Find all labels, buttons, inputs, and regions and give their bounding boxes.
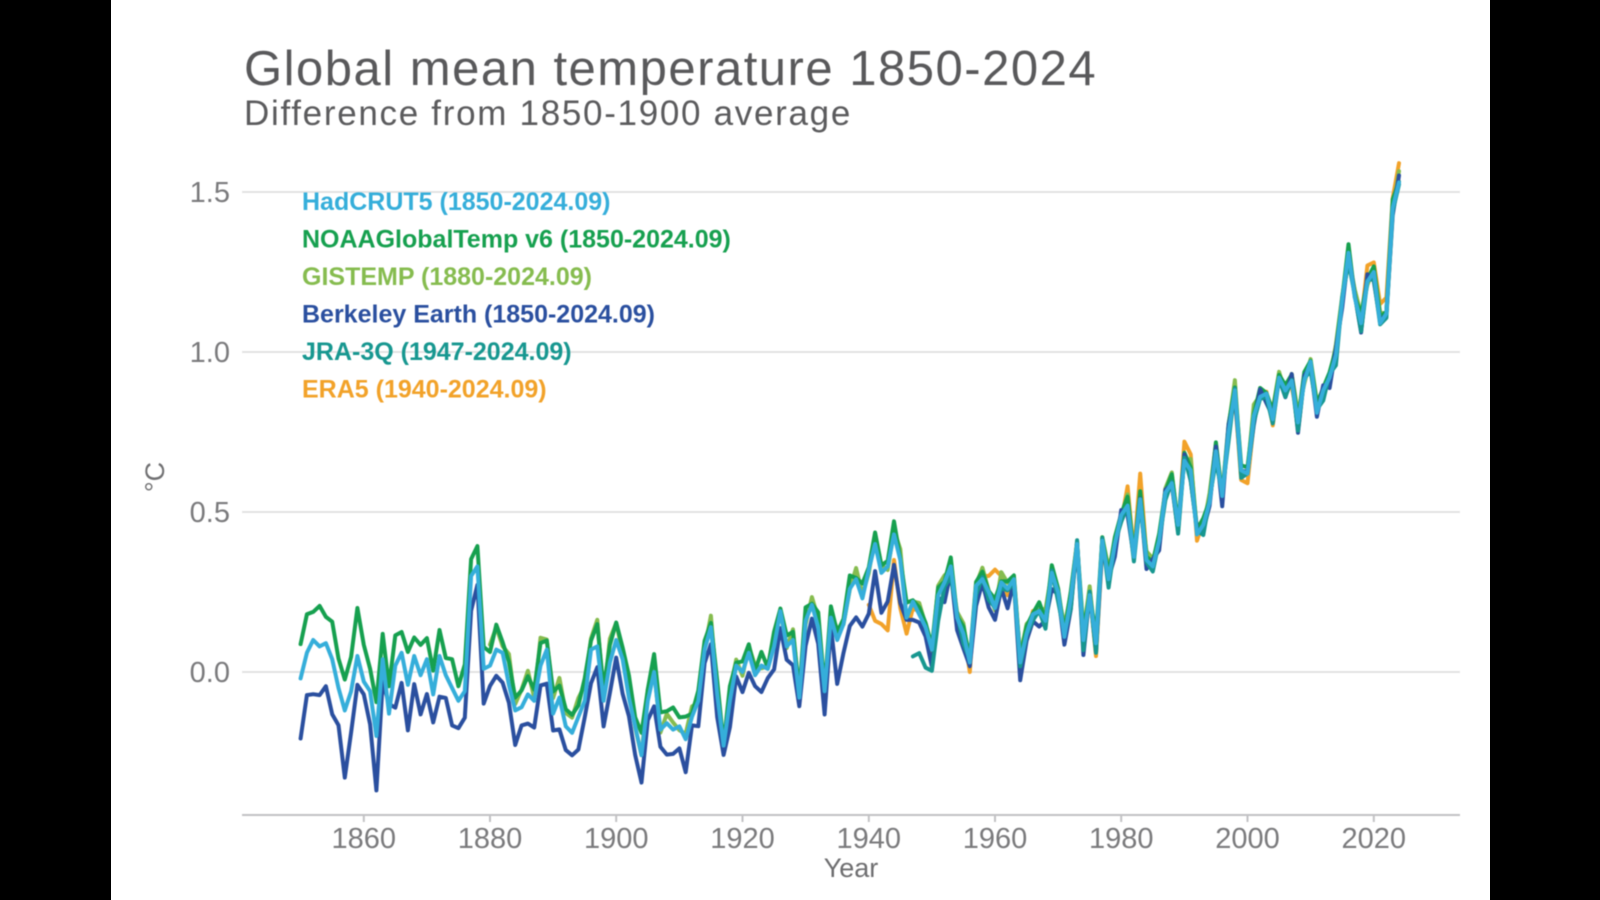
svg-text:HadCRUT5 (1850-2024.09): HadCRUT5 (1850-2024.09) (302, 188, 610, 216)
svg-text:Year: Year (824, 853, 879, 883)
svg-text:1900: 1900 (584, 823, 649, 855)
svg-text:0.0: 0.0 (190, 657, 230, 689)
svg-text:1.5: 1.5 (190, 177, 230, 209)
svg-text:1860: 1860 (332, 823, 397, 855)
svg-text:2020: 2020 (1342, 823, 1407, 855)
svg-text:Global mean temperature 1850-2: Global mean temperature 1850-2024 (244, 42, 1097, 96)
svg-text:0.5: 0.5 (190, 497, 230, 529)
svg-text:2000: 2000 (1215, 823, 1280, 855)
svg-text:ERA5 (1940-2024.09): ERA5 (1940-2024.09) (302, 376, 547, 404)
svg-text:1940: 1940 (837, 823, 902, 855)
svg-text:NOAAGlobalTemp v6 (1850-2024.0: NOAAGlobalTemp v6 (1850-2024.09) (302, 226, 731, 254)
svg-text:1960: 1960 (963, 823, 1028, 855)
svg-text:Difference from 1850-1900 aver: Difference from 1850-1900 average (244, 94, 852, 133)
svg-text:1.0: 1.0 (190, 337, 230, 369)
svg-text:1880: 1880 (458, 823, 523, 855)
svg-text:JRA-3Q (1947-2024.09): JRA-3Q (1947-2024.09) (302, 338, 572, 366)
svg-text:1920: 1920 (710, 823, 775, 855)
svg-text:GISTEMP (1880-2024.09): GISTEMP (1880-2024.09) (302, 263, 592, 291)
svg-text:°C: °C (140, 462, 170, 492)
svg-text:Berkeley Earth (1850-2024.09): Berkeley Earth (1850-2024.09) (302, 301, 655, 329)
svg-text:1980: 1980 (1089, 823, 1154, 855)
